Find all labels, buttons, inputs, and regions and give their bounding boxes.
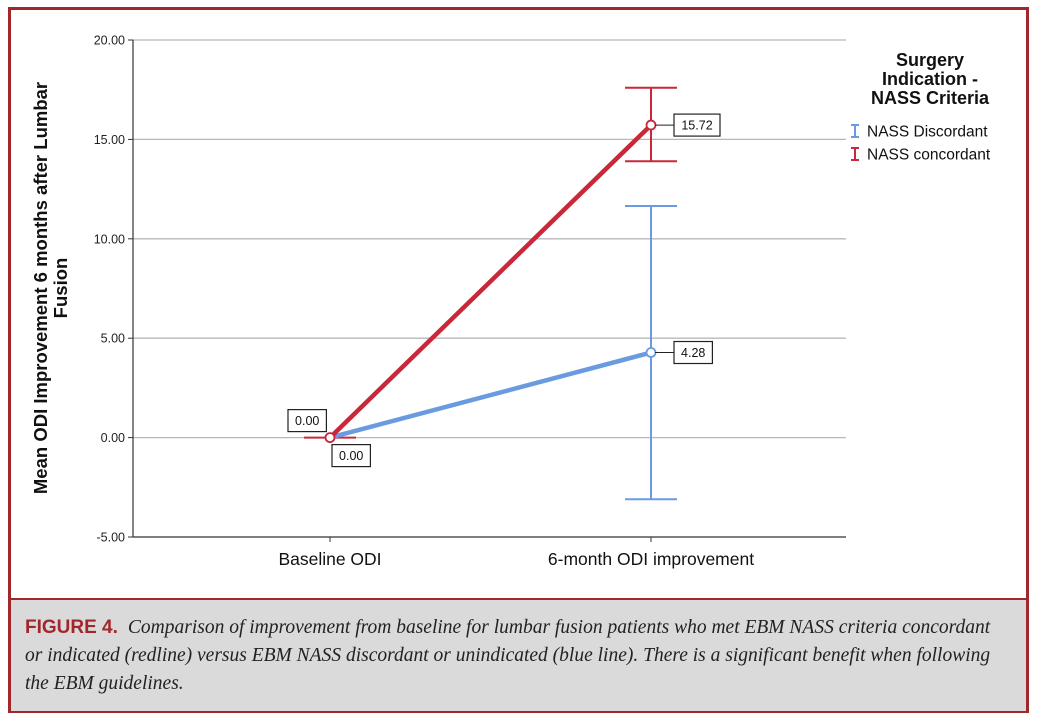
- y-axis-title-line: Mean ODI Improvement 6 months after Lumb…: [30, 82, 51, 494]
- y-axis-title: Mean ODI Improvement 6 months after Lumb…: [30, 82, 71, 494]
- data-label: 15.72: [681, 119, 712, 133]
- data-label: 0.00: [339, 449, 363, 463]
- caption-text: Comparison of improvement from baseline …: [25, 617, 991, 694]
- x-tick-label: Baseline ODI: [278, 549, 381, 569]
- label-box: [673, 113, 721, 137]
- axes: [132, 40, 846, 538]
- label-box: [287, 409, 328, 433]
- legend-label: NASS Discordant: [867, 124, 988, 141]
- legend-title: Indication -: [882, 69, 978, 89]
- y-axis-title-line: Fusion: [50, 258, 71, 319]
- series-line: [328, 123, 653, 440]
- series-lines: [324, 119, 657, 444]
- legend-title: Surgery: [896, 50, 964, 70]
- caption-label: FIGURE 4.: [25, 617, 118, 638]
- label-box: [673, 340, 714, 365]
- y-tick-label: -5.00: [97, 531, 126, 545]
- data-labels: 15.72 4.28 0.00 0.00: [287, 113, 721, 468]
- chart: Mean ODI Improvement 6 months after Lumb…: [30, 34, 991, 570]
- figure-caption: FIGURE 4. Comparison of improvement from …: [11, 598, 1026, 711]
- y-tick-label: 20.00: [94, 34, 125, 48]
- legend-title: NASS Criteria: [871, 88, 990, 108]
- data-label: 4.28: [681, 346, 705, 360]
- y-ticks: -5.00 0.00 5.00 10.00 15.00 20.00: [94, 34, 133, 545]
- y-tick-label: 15.00: [94, 133, 125, 147]
- data-point: [324, 432, 336, 444]
- x-tick-label: 6-month ODI improvement: [548, 549, 754, 569]
- y-axis-title-text: Mean ODI Improvement 6 months after Lumb…: [30, 82, 71, 494]
- data-point: [645, 119, 657, 131]
- series-line: [329, 350, 652, 440]
- x-ticks: Baseline ODI 6-month ODI improvement: [278, 537, 754, 569]
- y-tick-label: 0.00: [101, 431, 125, 445]
- legend-label: NASS concordant: [867, 147, 991, 164]
- gridlines: [133, 39, 846, 439]
- data-label: 0.00: [295, 414, 319, 428]
- y-tick-label: 5.00: [101, 332, 125, 346]
- data-point: [645, 347, 657, 358]
- y-tick-label: 10.00: [94, 232, 125, 246]
- label-box: [331, 444, 372, 468]
